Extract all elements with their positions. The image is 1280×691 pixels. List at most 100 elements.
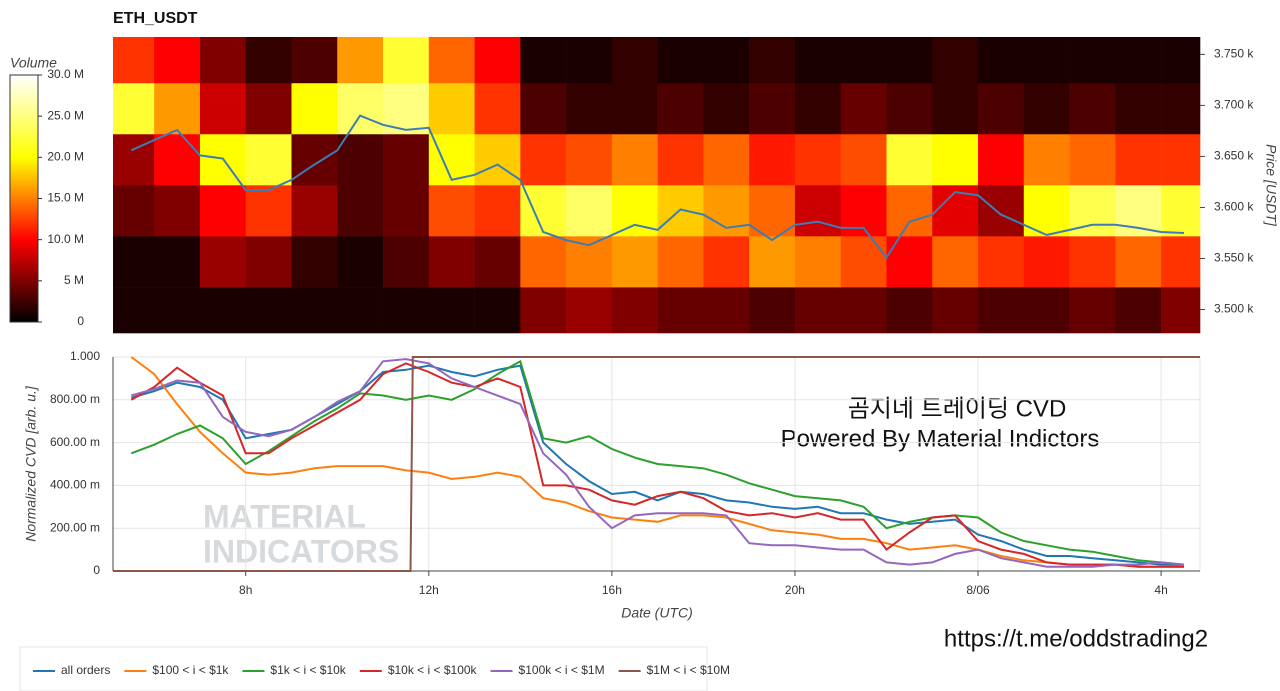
heatmap-cell (1069, 37, 1116, 84)
heatmap-cell (978, 185, 1025, 237)
heatmap-cell (978, 133, 1025, 186)
x-tick-label: 16h (602, 583, 622, 597)
heatmap-cell (886, 287, 933, 334)
heatmap-cell (474, 287, 521, 334)
heatmap-cell (657, 287, 704, 334)
heatmap-cell (794, 82, 842, 135)
heatmap-cell (474, 236, 521, 288)
x-tick-label: 20h (785, 583, 805, 597)
legend-label: $10k < i < $100k (388, 663, 478, 677)
heatmap-cell (1023, 82, 1070, 135)
annotation: Powered By Material Indictors (781, 425, 1100, 452)
heatmap-cell (1161, 185, 1201, 237)
heatmap-cell (428, 37, 475, 84)
colorbar-tick-label: 10.0 M (47, 232, 84, 246)
heatmap-cell (383, 37, 430, 84)
heatmap-cell (245, 236, 292, 288)
heatmap-cell (840, 82, 887, 135)
heatmap-cell (1115, 236, 1162, 288)
y-tick-label: 800.00 m (50, 392, 100, 406)
x-axis-label: Date (UTC) (621, 605, 693, 621)
heatmap-cell (611, 236, 658, 288)
heatmap-cell (428, 236, 475, 288)
heatmap-cell (657, 133, 704, 186)
heatmap-cell (520, 37, 567, 84)
heatmap-cell (337, 185, 384, 237)
heatmap-cell (113, 236, 155, 288)
heatmap-cell (520, 82, 567, 135)
heatmap-cell (566, 185, 613, 237)
heatmap-cell (1115, 133, 1162, 186)
heatmap-cell (840, 287, 887, 334)
heatmap-cell (337, 82, 384, 135)
heatmap-cell (291, 37, 338, 84)
heatmap-cell (703, 82, 750, 135)
heatmap-cell (199, 37, 247, 84)
heatmap-cell (703, 133, 750, 186)
heatmap-cell (749, 82, 796, 135)
y-tick-label: 1.000 (70, 349, 100, 363)
heatmap-cell (611, 287, 658, 334)
heatmap-cell (113, 82, 155, 135)
heatmap-cell (383, 287, 430, 334)
heatmap-cell (566, 236, 613, 288)
x-tick-label: 8/06 (966, 583, 990, 597)
y-axis-label: Price [USDT] (1263, 144, 1279, 227)
heatmap-cell (291, 133, 338, 186)
legend-label: $1k < i < $10k (270, 663, 346, 677)
heatmap-cell (291, 185, 338, 237)
legend-label: $1M < i < $10M (647, 663, 730, 677)
heatmap-cell (1023, 37, 1070, 84)
heatmap-cell (154, 133, 201, 186)
colorbar-tick-label: 20.0 M (47, 150, 84, 164)
heatmap-cell (566, 287, 613, 334)
colorbar-tick-label: 15.0 M (47, 191, 84, 205)
heatmap-cell (1023, 287, 1070, 334)
y-tick-label: 3.600 k (1214, 200, 1254, 214)
series-line (113, 356, 1200, 572)
heatmap-cell (337, 236, 384, 288)
x-tick-label: 8h (239, 583, 252, 597)
heatmap-cell (794, 185, 842, 237)
y-tick-label: 3.500 k (1214, 302, 1254, 316)
heatmap-cell (245, 287, 292, 334)
heatmap-cell (383, 236, 430, 288)
heatmap-cell (794, 236, 842, 288)
series-line (130, 359, 1185, 566)
heatmap-cell (1161, 287, 1201, 334)
series-line (131, 358, 1185, 568)
heatmap-cell (474, 37, 521, 84)
heatmap-cell (657, 236, 704, 288)
heatmap-cell (113, 37, 155, 84)
heatmap-cell (978, 236, 1025, 288)
heatmap-cell (428, 82, 475, 135)
heatmap-cell (703, 287, 750, 334)
series-line (130, 356, 1184, 568)
heatmap-cell (886, 133, 933, 186)
heatmap-cell (199, 82, 247, 135)
heatmap-cell (428, 185, 475, 237)
heatmap-cell (474, 185, 521, 237)
heatmap-cell (154, 287, 201, 334)
legend-label: all orders (61, 663, 110, 677)
y-tick-label: 3.750 k (1214, 47, 1254, 61)
heatmap-cell (1115, 82, 1162, 135)
heatmap-cell (1161, 37, 1201, 84)
heatmap-cell (1115, 287, 1162, 334)
watermark-text: MATERIAL (203, 498, 366, 534)
heatmap-cell (154, 185, 201, 237)
heatmap-cell (337, 133, 384, 186)
heatmap-cell (703, 37, 750, 84)
heatmap-cell (978, 82, 1025, 135)
heatmap-cell (1115, 37, 1162, 84)
heatmap-cell (520, 185, 567, 237)
heatmap-cell (749, 185, 796, 237)
y-axis-label: Normalized CVD [arb. u.] (23, 385, 39, 542)
heatmap-cell (520, 287, 567, 334)
link-text: https://t.me/oddstrading2 (944, 625, 1208, 652)
heatmap-cell (794, 133, 842, 186)
heatmap-cell (1069, 287, 1116, 334)
heatmap-cell (932, 287, 979, 334)
heatmap-cell (886, 37, 933, 84)
